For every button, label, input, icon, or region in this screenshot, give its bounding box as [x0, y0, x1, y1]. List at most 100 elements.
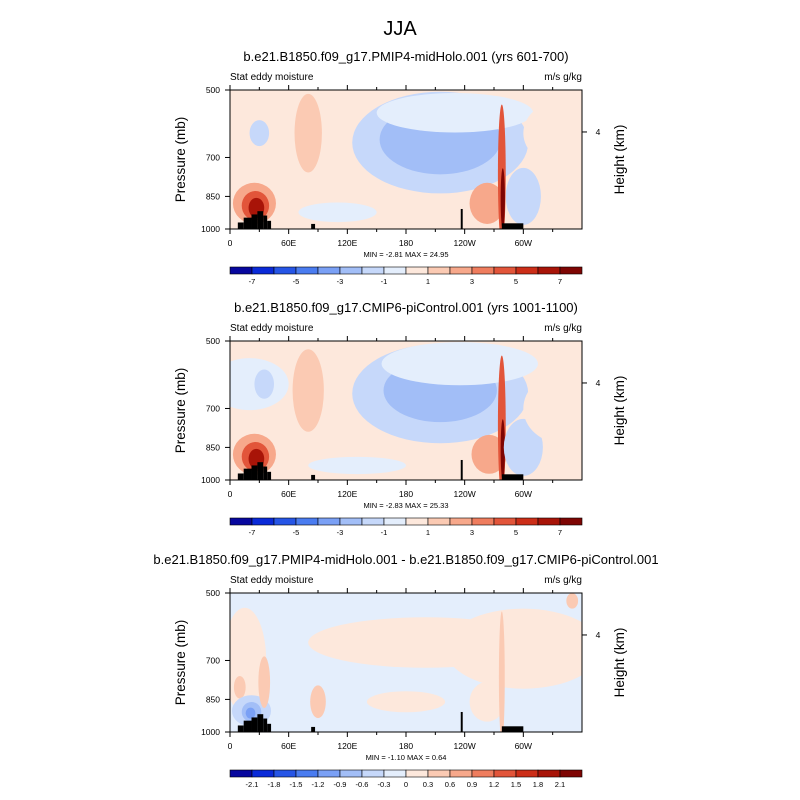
y-tick-label: 500 — [206, 85, 220, 95]
colorbar-label: -5 — [293, 277, 300, 286]
panel-title: b.e21.B1850.f09_g17.PMIP4-midHolo.001 (y… — [243, 49, 568, 64]
colorbar-swatch — [515, 266, 539, 275]
y-tick-label: 1000 — [201, 224, 220, 234]
colorbar: -2.1 -1.8 -1.5 -1.2 -0.9 -0.6 -0.3 0 0.3 0.6 0.9 1.… — [229, 769, 583, 789]
contour-region — [230, 358, 289, 411]
units-label: m/s g/kg — [544, 72, 582, 83]
contour-region — [471, 434, 507, 474]
colorbar-label: -1.5 — [290, 780, 303, 789]
y-axis-label: Pressure (mb) — [173, 620, 188, 706]
min-max-label: MIN = -2.83 MAX = 25.33 — [363, 501, 448, 510]
right-axis-label: Height (km) — [612, 628, 627, 698]
terrain-mask — [257, 211, 264, 229]
contour-region — [254, 369, 274, 399]
colorbar-label: -1.2 — [312, 780, 325, 789]
colorbar-label: -3 — [337, 277, 344, 286]
colorbar-swatch — [295, 769, 319, 778]
x-tick-label: 180 — [399, 741, 413, 751]
colorbar-label: -0.3 — [378, 780, 391, 789]
colorbar-swatch — [427, 769, 451, 778]
colorbar-swatch — [229, 266, 253, 275]
colorbar-label: 3 — [470, 277, 474, 286]
colorbar-label: 7 — [558, 528, 562, 537]
colorbar-swatch — [537, 769, 561, 778]
colorbar-swatch — [251, 517, 275, 526]
terrain-mask — [267, 220, 272, 229]
variable-label: Stat eddy moisture — [230, 323, 314, 334]
colorbar-swatch — [537, 517, 561, 526]
colorbar-label: -1.8 — [268, 780, 281, 789]
terrain-mask — [501, 223, 524, 229]
x-tick-label: 180 — [399, 489, 413, 499]
terrain-mask — [263, 466, 268, 480]
y-tick-label: 500 — [206, 588, 220, 598]
units-label: m/s g/kg — [544, 323, 582, 334]
colorbar-swatch — [427, 517, 451, 526]
y-axis-label: Pressure (mb) — [173, 117, 188, 203]
x-tick-label: 120W — [454, 741, 476, 751]
contour-region — [523, 373, 582, 444]
terrain-mask — [243, 720, 252, 732]
x-tick-label: 60W — [515, 489, 532, 499]
terrain-mask — [460, 208, 463, 229]
terrain-mask — [257, 714, 264, 732]
contour-region — [445, 608, 582, 689]
terrain-mask — [243, 217, 252, 229]
colorbar-swatch — [471, 517, 495, 526]
panel-2: 0 60E 120E 180 120W 60W 500 700 850 1000 4 b.e21.B1… — [173, 300, 627, 537]
colorbar-swatch — [361, 769, 385, 778]
terrain-mask — [311, 223, 316, 229]
colorbar-swatch — [493, 517, 517, 526]
y-tick-label: 850 — [206, 442, 220, 452]
x-tick-label: 60E — [281, 238, 296, 248]
terrain-mask — [460, 711, 463, 732]
right-tick-label: 4 — [596, 378, 601, 388]
contour-region — [523, 100, 582, 166]
colorbar-label: 0.6 — [445, 780, 455, 789]
colorbar-swatch — [559, 517, 583, 526]
colorbar-label: 7 — [558, 277, 562, 286]
contour-region — [245, 707, 256, 719]
contour-region — [566, 593, 579, 609]
x-tick-label: 60W — [515, 238, 532, 248]
terrain-mask — [257, 462, 264, 480]
x-tick-label: 0 — [228, 741, 233, 751]
y-tick-label: 850 — [206, 694, 220, 704]
colorbar-label: 5 — [514, 528, 518, 537]
colorbar: -7 -5 -3 -1 1 3 5 7 — [229, 517, 583, 537]
colorbar-swatch — [317, 769, 341, 778]
x-tick-label: 120E — [337, 489, 357, 499]
y-tick-label: 700 — [206, 655, 220, 665]
colorbar-swatch — [471, 769, 495, 778]
terrain-mask — [501, 474, 524, 480]
colorbar-swatch — [537, 266, 561, 275]
x-tick-label: 0 — [228, 238, 233, 248]
x-tick-label: 120E — [337, 238, 357, 248]
colorbar-label: 1.5 — [511, 780, 521, 789]
colorbar-label: 1.2 — [489, 780, 499, 789]
colorbar-swatch — [559, 769, 583, 778]
colorbar-swatch — [317, 266, 341, 275]
contour-region — [503, 418, 543, 476]
contour-region — [366, 691, 446, 713]
colorbar-swatch — [251, 769, 275, 778]
colorbar-label: -1 — [381, 277, 388, 286]
x-tick-label: 0 — [228, 489, 233, 499]
terrain-mask — [237, 222, 244, 229]
colorbar-label: -7 — [249, 277, 256, 286]
x-tick-label: 60E — [281, 489, 296, 499]
colorbar-swatch — [449, 266, 473, 275]
colorbar-swatch — [251, 266, 275, 275]
y-tick-label: 1000 — [201, 727, 220, 737]
terrain-mask — [263, 718, 268, 732]
terrain-mask — [267, 471, 272, 480]
contour-region — [505, 167, 541, 225]
variable-label: Stat eddy moisture — [230, 575, 314, 586]
panel-3: 0 60E 120E 180 120W 60W 500 700 850 1000 4 b.e21.B1… — [153, 552, 658, 789]
terrain-mask — [263, 215, 268, 229]
terrain-mask — [501, 726, 524, 732]
colorbar-swatch — [515, 517, 539, 526]
colorbar-swatch — [405, 769, 429, 778]
colorbar-swatch — [493, 266, 517, 275]
